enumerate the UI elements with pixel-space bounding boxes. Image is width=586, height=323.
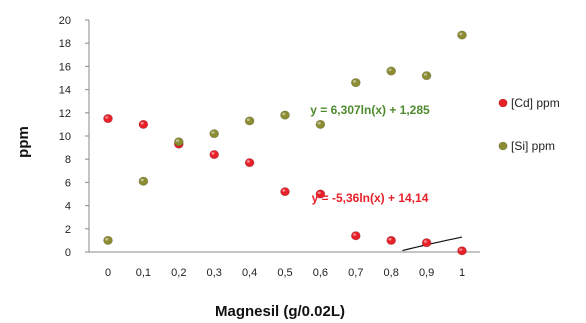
y-tick-label: 18 xyxy=(59,38,71,50)
x-tick-label: 0,8 xyxy=(384,267,399,279)
cd-point-highlight xyxy=(423,240,427,243)
y-tick-label: 10 xyxy=(59,131,71,143)
cd-point xyxy=(209,150,219,160)
si-point xyxy=(386,66,397,76)
trendline-equation-si: y = 6,307ln(x) + 1,285 xyxy=(310,103,430,117)
si-point-highlight xyxy=(317,121,321,125)
cd-point xyxy=(457,246,467,256)
cd-point xyxy=(280,187,290,197)
legend-label-si: [Si] ppm xyxy=(511,139,555,153)
si-point xyxy=(174,137,184,147)
cd-point-highlight xyxy=(105,116,109,119)
si-point-highlight xyxy=(211,131,215,134)
x-tick-label: 0,2 xyxy=(171,267,186,279)
cd-point xyxy=(421,238,432,248)
x-tick-labels: 0 0,1 0,2 0,3 0,4 0,5 0,6 0,7 0,8 0,9 1 xyxy=(105,267,465,279)
si-point xyxy=(244,116,255,126)
y-tick-label: 4 xyxy=(65,201,71,213)
si-point-highlight xyxy=(459,32,463,36)
cd-point xyxy=(244,158,255,168)
si-point-highlight xyxy=(388,68,392,72)
si-point xyxy=(280,110,290,120)
y-tick-label: 0 xyxy=(65,247,71,259)
y-axis-label: ppm xyxy=(15,126,32,158)
data-points xyxy=(103,30,467,256)
si-point-highlight xyxy=(353,80,357,83)
trendline-equation-cd: y = -5,36ln(x) + 14,14 xyxy=(312,191,429,205)
y-tick-label: 14 xyxy=(59,85,71,97)
x-tick-label: 0,5 xyxy=(277,267,292,279)
si-point xyxy=(457,30,467,40)
cd-point-highlight xyxy=(211,152,215,155)
cd-point xyxy=(386,235,397,245)
x-tick-label: 1 xyxy=(459,267,465,279)
x-tick-label: 0,6 xyxy=(313,267,328,279)
axes xyxy=(85,19,480,253)
si-point xyxy=(209,129,219,139)
cd-point-highlight xyxy=(282,189,286,192)
legend-marker-cd xyxy=(498,98,508,108)
cd-point-highlight xyxy=(459,248,463,251)
x-axis-label: Magnesil (g/0.02L) xyxy=(215,303,345,320)
y-tick-label: 12 xyxy=(59,108,71,120)
legend-label-cd: [Cd] ppm xyxy=(511,96,560,110)
cd-point-highlight xyxy=(388,237,392,241)
si-point-highlight xyxy=(176,139,180,142)
x-tick-label: 0,1 xyxy=(136,267,151,279)
trendline-equations: y = -5,36ln(x) + 14,14 y = 6,307ln(x) + 1… xyxy=(310,103,430,205)
y-tick-label: 8 xyxy=(65,154,71,166)
legend-marker-si xyxy=(498,141,508,151)
y-tick-label: 6 xyxy=(65,177,71,189)
cd-point xyxy=(315,189,326,199)
cd-point xyxy=(103,114,113,124)
y-tick-label: 20 xyxy=(59,15,71,27)
cd-point xyxy=(350,231,361,241)
trendline-si xyxy=(402,236,463,252)
cd-point-highlight xyxy=(140,121,144,125)
x-tick-label: 0,9 xyxy=(419,267,434,279)
si-point xyxy=(103,235,113,245)
si-point-highlight xyxy=(246,118,250,122)
x-tick-label: 0,4 xyxy=(242,267,257,279)
si-point xyxy=(315,119,326,129)
si-point-highlight xyxy=(282,112,286,116)
cd-point-highlight xyxy=(246,160,250,163)
si-point-highlight xyxy=(423,73,427,76)
y-tick-label: 16 xyxy=(59,61,71,73)
y-tick-labels: 0 2 4 6 8 10 12 14 16 18 20 xyxy=(59,15,71,259)
cd-point xyxy=(138,119,149,129)
si-point xyxy=(350,78,361,88)
si-point xyxy=(421,71,432,81)
x-tick-label: 0,3 xyxy=(207,267,222,279)
legend: [Cd] ppm [Si] ppm xyxy=(498,96,560,153)
x-tick-label: 0,7 xyxy=(348,267,363,279)
si-point-highlight xyxy=(140,178,144,182)
y-tick-label: 2 xyxy=(65,224,71,236)
cd-point-highlight xyxy=(353,233,357,236)
cd-point-highlight xyxy=(317,191,321,195)
si-point-highlight xyxy=(105,237,109,241)
si-point xyxy=(138,176,149,186)
x-tick-label: 0 xyxy=(105,267,111,279)
